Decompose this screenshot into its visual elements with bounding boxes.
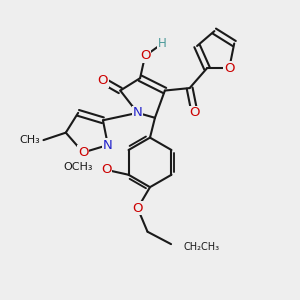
- Text: O: O: [101, 163, 112, 176]
- Text: CH₃: CH₃: [19, 135, 40, 145]
- Text: O: O: [132, 202, 143, 215]
- Text: CH₂CH₃: CH₂CH₃: [183, 242, 220, 252]
- Text: N: N: [133, 106, 142, 119]
- Text: N: N: [103, 139, 113, 152]
- Text: O: O: [224, 62, 235, 75]
- Text: O: O: [189, 106, 200, 119]
- Text: OCH₃: OCH₃: [63, 162, 93, 172]
- Text: O: O: [78, 146, 88, 159]
- Text: O: O: [98, 74, 108, 87]
- Text: H: H: [158, 37, 167, 50]
- Text: O: O: [140, 50, 150, 62]
